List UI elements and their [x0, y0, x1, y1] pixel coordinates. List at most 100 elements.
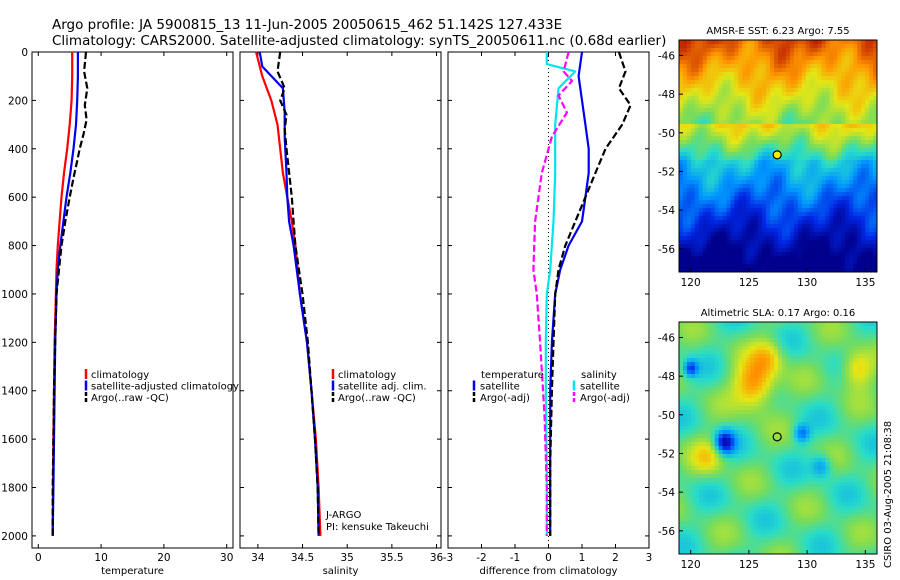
- map-cell: [738, 72, 743, 77]
- map-cell: [833, 108, 838, 113]
- map-cell: [706, 466, 712, 471]
- map-cell: [865, 108, 870, 113]
- map-cell: [726, 224, 731, 229]
- map-cell: [853, 96, 858, 101]
- map-cell: [861, 132, 866, 137]
- map-cell: [682, 136, 688, 141]
- map-cell: [801, 108, 807, 113]
- map-cell: [758, 378, 763, 383]
- map-cell: [682, 478, 688, 483]
- map-cell: [679, 148, 684, 153]
- map-cell: [853, 64, 858, 69]
- map-cell: [774, 240, 779, 245]
- map-cell: [679, 104, 684, 109]
- map-cell: [718, 88, 723, 93]
- map-cell: [762, 446, 767, 451]
- map-cell: [722, 100, 727, 105]
- map-cell: [841, 216, 846, 221]
- map-cell: [778, 342, 783, 347]
- map-cell: [821, 168, 826, 173]
- map-cell: [833, 156, 838, 161]
- map-cell: [714, 330, 719, 335]
- map-cell: [750, 398, 755, 403]
- map-cell: [706, 120, 712, 125]
- map-cell: [706, 40, 712, 45]
- map-cell: [849, 184, 854, 189]
- map-cell: [801, 232, 807, 237]
- map-cell: [849, 156, 854, 161]
- map-cell: [706, 470, 712, 475]
- map-cell: [833, 164, 838, 169]
- map-cell: [730, 442, 735, 447]
- map-cell: [734, 450, 739, 455]
- map-cell: [690, 418, 696, 423]
- map-cell: [682, 374, 688, 379]
- map-cell: [793, 442, 799, 447]
- map-cell: [774, 144, 779, 149]
- map-cell: [853, 72, 858, 77]
- map-cell: [758, 140, 763, 145]
- map-cell: [778, 462, 783, 467]
- map-cell: [722, 366, 727, 371]
- map-cell: [690, 546, 696, 551]
- map-cell: [698, 390, 704, 395]
- map-cell: [778, 252, 783, 257]
- map-cell: [801, 550, 807, 555]
- map-cell: [762, 322, 767, 327]
- map-cell: [706, 72, 712, 77]
- map-cell: [758, 244, 763, 249]
- map-cell: [845, 52, 850, 57]
- map-cell: [813, 136, 818, 141]
- map-cell: [762, 164, 767, 169]
- legend-label: satellite adj. clim.: [338, 382, 427, 393]
- map-cell: [702, 172, 708, 177]
- map-cell: [682, 116, 688, 121]
- map-cell: [706, 88, 712, 93]
- map-cell: [805, 64, 811, 69]
- map-cell: [698, 172, 704, 177]
- map-cell: [754, 144, 759, 149]
- map-cell: [805, 422, 811, 427]
- map-cell: [833, 264, 838, 269]
- map-cell: [801, 180, 807, 185]
- map-cell: [845, 216, 850, 221]
- map-cell: [841, 240, 846, 245]
- map-cell: [778, 220, 783, 225]
- map-cell: [698, 490, 704, 495]
- map-cell: [702, 458, 708, 463]
- map-cell: [849, 196, 854, 201]
- map-cell: [718, 390, 723, 395]
- map-cell: [706, 236, 712, 241]
- map-cell: [805, 132, 811, 137]
- map-cell: [718, 522, 723, 527]
- map-cell: [774, 192, 779, 197]
- map-cell: [770, 326, 775, 331]
- map-cell: [770, 108, 775, 113]
- map-cell: [726, 370, 731, 375]
- map-cell: [710, 394, 716, 399]
- map-cell: [742, 204, 747, 209]
- map-cell: [690, 164, 696, 169]
- map-cell: [690, 176, 696, 181]
- map-cell: [805, 60, 811, 65]
- map-cell: [742, 152, 747, 157]
- map-cell: [754, 132, 759, 137]
- x-tick-label: 35: [341, 552, 354, 564]
- map-cell: [853, 268, 858, 273]
- map-cell: [742, 478, 747, 483]
- map-cell: [714, 256, 719, 261]
- y-tick-label: 1600: [1, 434, 28, 446]
- map-cell: [805, 406, 811, 411]
- map-cell: [766, 454, 771, 459]
- map-cell: [698, 188, 704, 193]
- map-cell: [805, 418, 811, 423]
- map-cell: [702, 40, 708, 45]
- map-cell: [829, 44, 834, 49]
- map-cell: [770, 96, 775, 101]
- map-cell: [758, 550, 763, 555]
- map-cell: [861, 124, 866, 129]
- map-cell: [746, 486, 751, 491]
- map-cell: [762, 362, 767, 367]
- map-cell: [730, 322, 735, 327]
- map-cell: [853, 152, 858, 157]
